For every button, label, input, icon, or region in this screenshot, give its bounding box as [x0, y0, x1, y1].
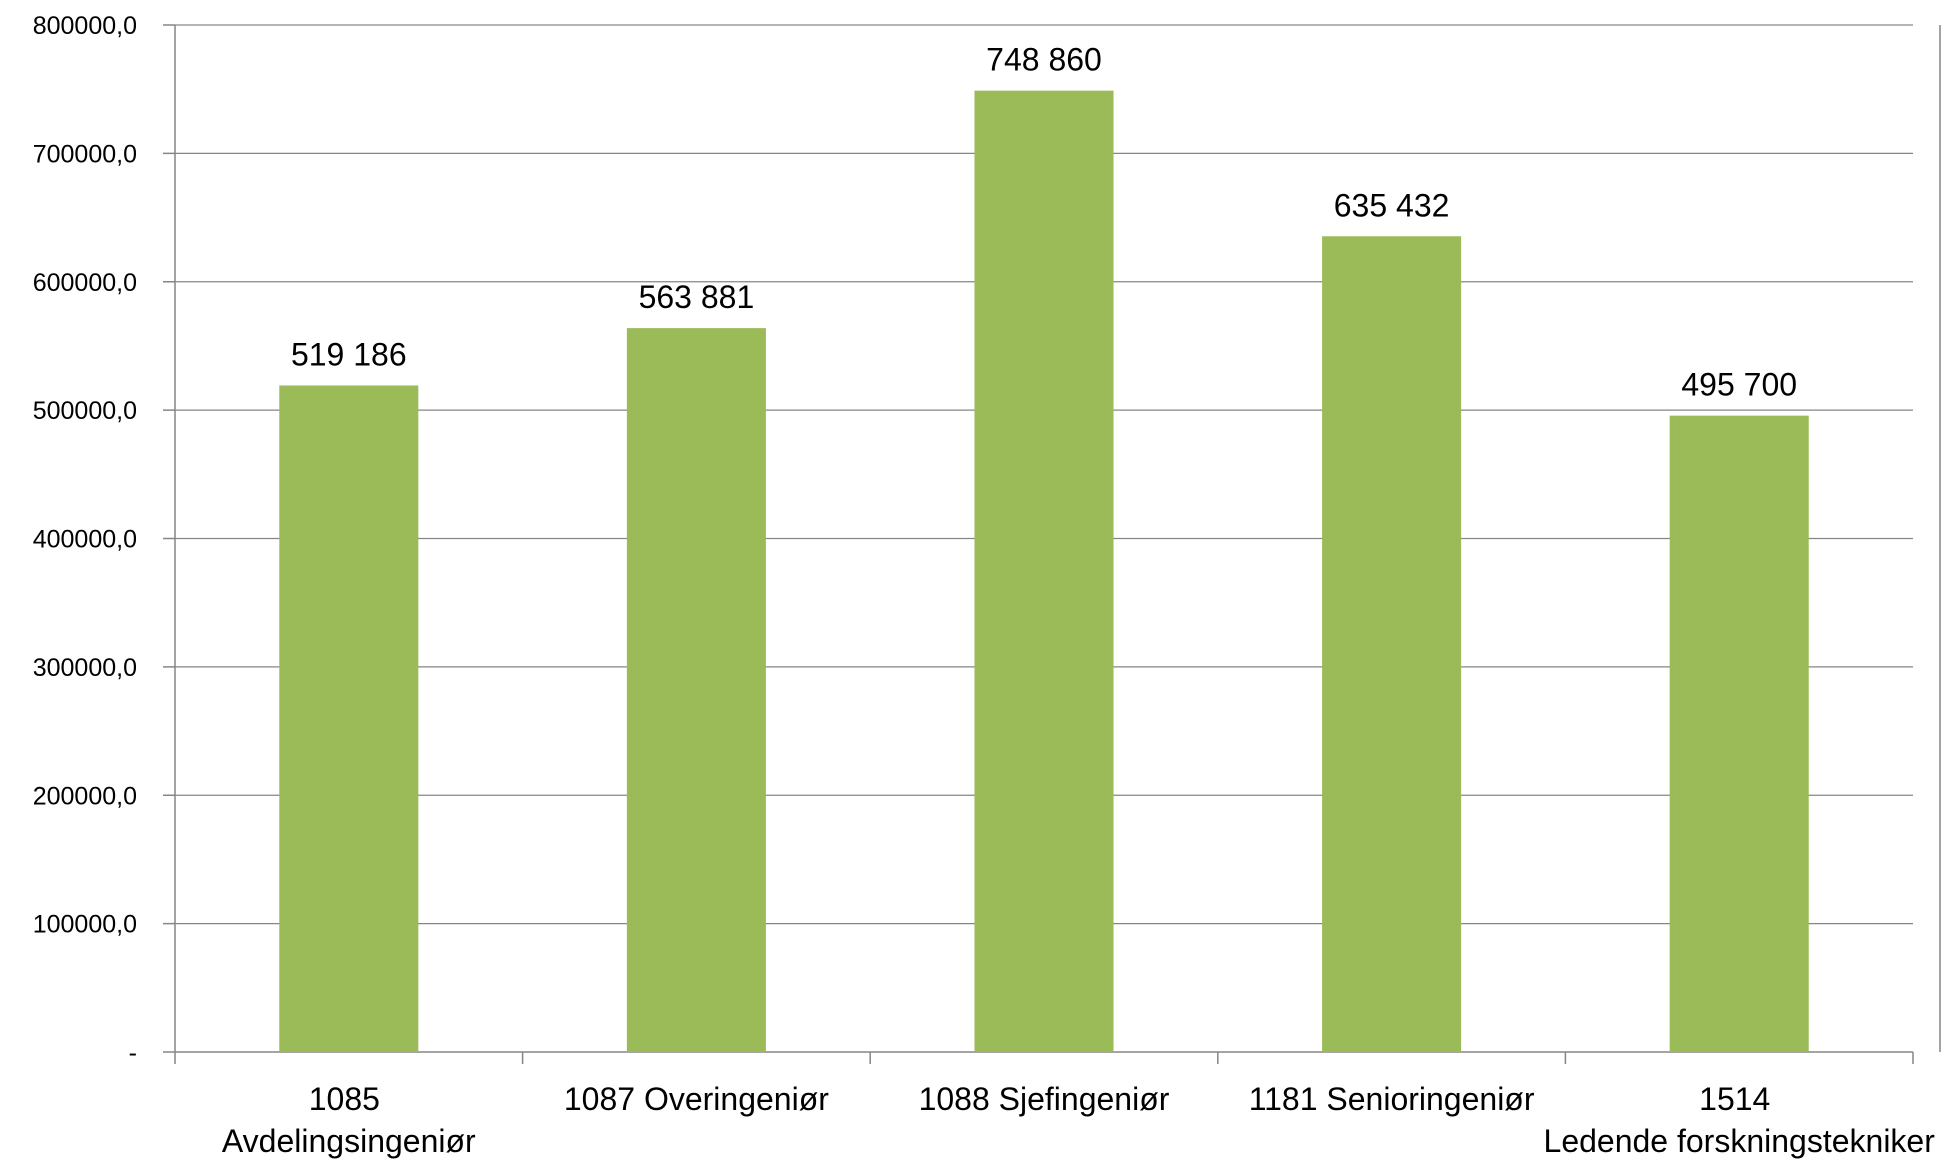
x-tick-label: 1088 Sjefingeniør [919, 1081, 1170, 1117]
data-label: 495 700 [1681, 367, 1797, 403]
data-label: 519 186 [291, 336, 407, 372]
bar [626, 328, 766, 1052]
data-label: 748 860 [986, 42, 1102, 78]
y-tick-label: 500000,0 [33, 397, 137, 425]
y-tick-label: 700000,0 [33, 140, 137, 168]
y-tick-label: 800000,0 [33, 12, 137, 40]
bar [974, 90, 1114, 1052]
y-tick-label: 600000,0 [33, 269, 137, 297]
y-tick-label: 400000,0 [33, 526, 137, 554]
x-tick-label: 1087 Overingeniør [564, 1081, 829, 1117]
y-tick-label: - [129, 1039, 137, 1067]
x-tick-label: 1514 Ledende forskningstekniker [1544, 1081, 1936, 1159]
data-label: 635 432 [1334, 187, 1450, 223]
data-label: 563 881 [639, 279, 755, 315]
bar [279, 385, 419, 1052]
bar [1322, 236, 1462, 1053]
y-tick-label: 300000,0 [33, 654, 137, 682]
x-tick-label: 1181 Senioringeniør [1249, 1081, 1535, 1117]
x-tick-label: 1085 Avdelingsingeniør [222, 1081, 476, 1159]
y-tick-label: 100000,0 [33, 911, 137, 939]
bar [1669, 415, 1809, 1052]
y-tick-label: 200000,0 [33, 782, 137, 810]
